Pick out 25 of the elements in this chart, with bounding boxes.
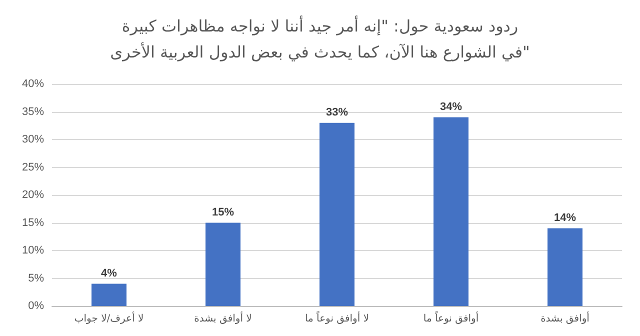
data-label: 14%	[554, 212, 576, 224]
data-label: 15%	[212, 206, 234, 218]
data-label: 4%	[101, 267, 118, 280]
data-label: 34%	[440, 100, 462, 113]
x-tick-label: لا أعرف/لا جواب	[74, 312, 144, 324]
bar	[434, 117, 468, 306]
bar	[548, 228, 582, 306]
x-tick-label: أوافق بشدة	[540, 312, 590, 324]
x-tick-label: لا أوافق بشدة	[194, 312, 252, 324]
x-tick-label: لا أوافق نوعاً ما	[304, 310, 370, 324]
y-tick-label: 25%	[22, 161, 44, 174]
bar	[206, 222, 240, 306]
y-tick-label: 5%	[28, 272, 44, 284]
y-tick-label: 35%	[22, 106, 44, 118]
y-tick-label: 0%	[28, 300, 44, 312]
y-tick-label: 40%	[22, 78, 44, 90]
bar	[320, 122, 354, 306]
y-tick-label: 20%	[22, 189, 44, 201]
y-tick-label: 15%	[22, 216, 44, 229]
y-tick-label: 30%	[22, 134, 44, 146]
y-tick-label: 10%	[22, 244, 44, 256]
bar	[92, 284, 126, 306]
chart-title: ردود سعودية حول: "إنه أمر جيد أننا لا نواجه مظاهرات كبيرة في الشوارع هنا الآن، كما يحدث في بعض الدول العربية الأخرى"	[110, 16, 530, 62]
x-tick-label: أوافق نوعاً ما	[423, 310, 479, 324]
data-label: 33%	[326, 106, 348, 118]
